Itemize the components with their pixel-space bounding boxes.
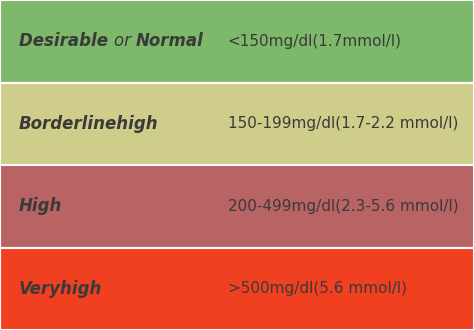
Text: Veryhigh: Veryhigh (19, 280, 102, 298)
Text: Desirable: Desirable (19, 32, 114, 50)
Bar (0, 0, 474, 82)
Text: 200-499mg/dl(2.3-5.6 mmol/l): 200-499mg/dl(2.3-5.6 mmol/l) (228, 199, 458, 214)
Text: Borderlinehigh: Borderlinehigh (19, 115, 159, 133)
Bar (0, 82, 474, 165)
Text: or: or (114, 32, 136, 50)
Text: Normal: Normal (136, 32, 204, 50)
Text: High: High (19, 197, 63, 215)
Text: 150-199mg/dl(1.7-2.2 mmol/l): 150-199mg/dl(1.7-2.2 mmol/l) (228, 116, 458, 131)
Bar (0, 165, 474, 248)
Bar (0, 248, 474, 330)
Text: >500mg/dl(5.6 mmol/l): >500mg/dl(5.6 mmol/l) (228, 281, 407, 296)
Text: <150mg/dl(1.7mmol/l): <150mg/dl(1.7mmol/l) (228, 34, 401, 49)
